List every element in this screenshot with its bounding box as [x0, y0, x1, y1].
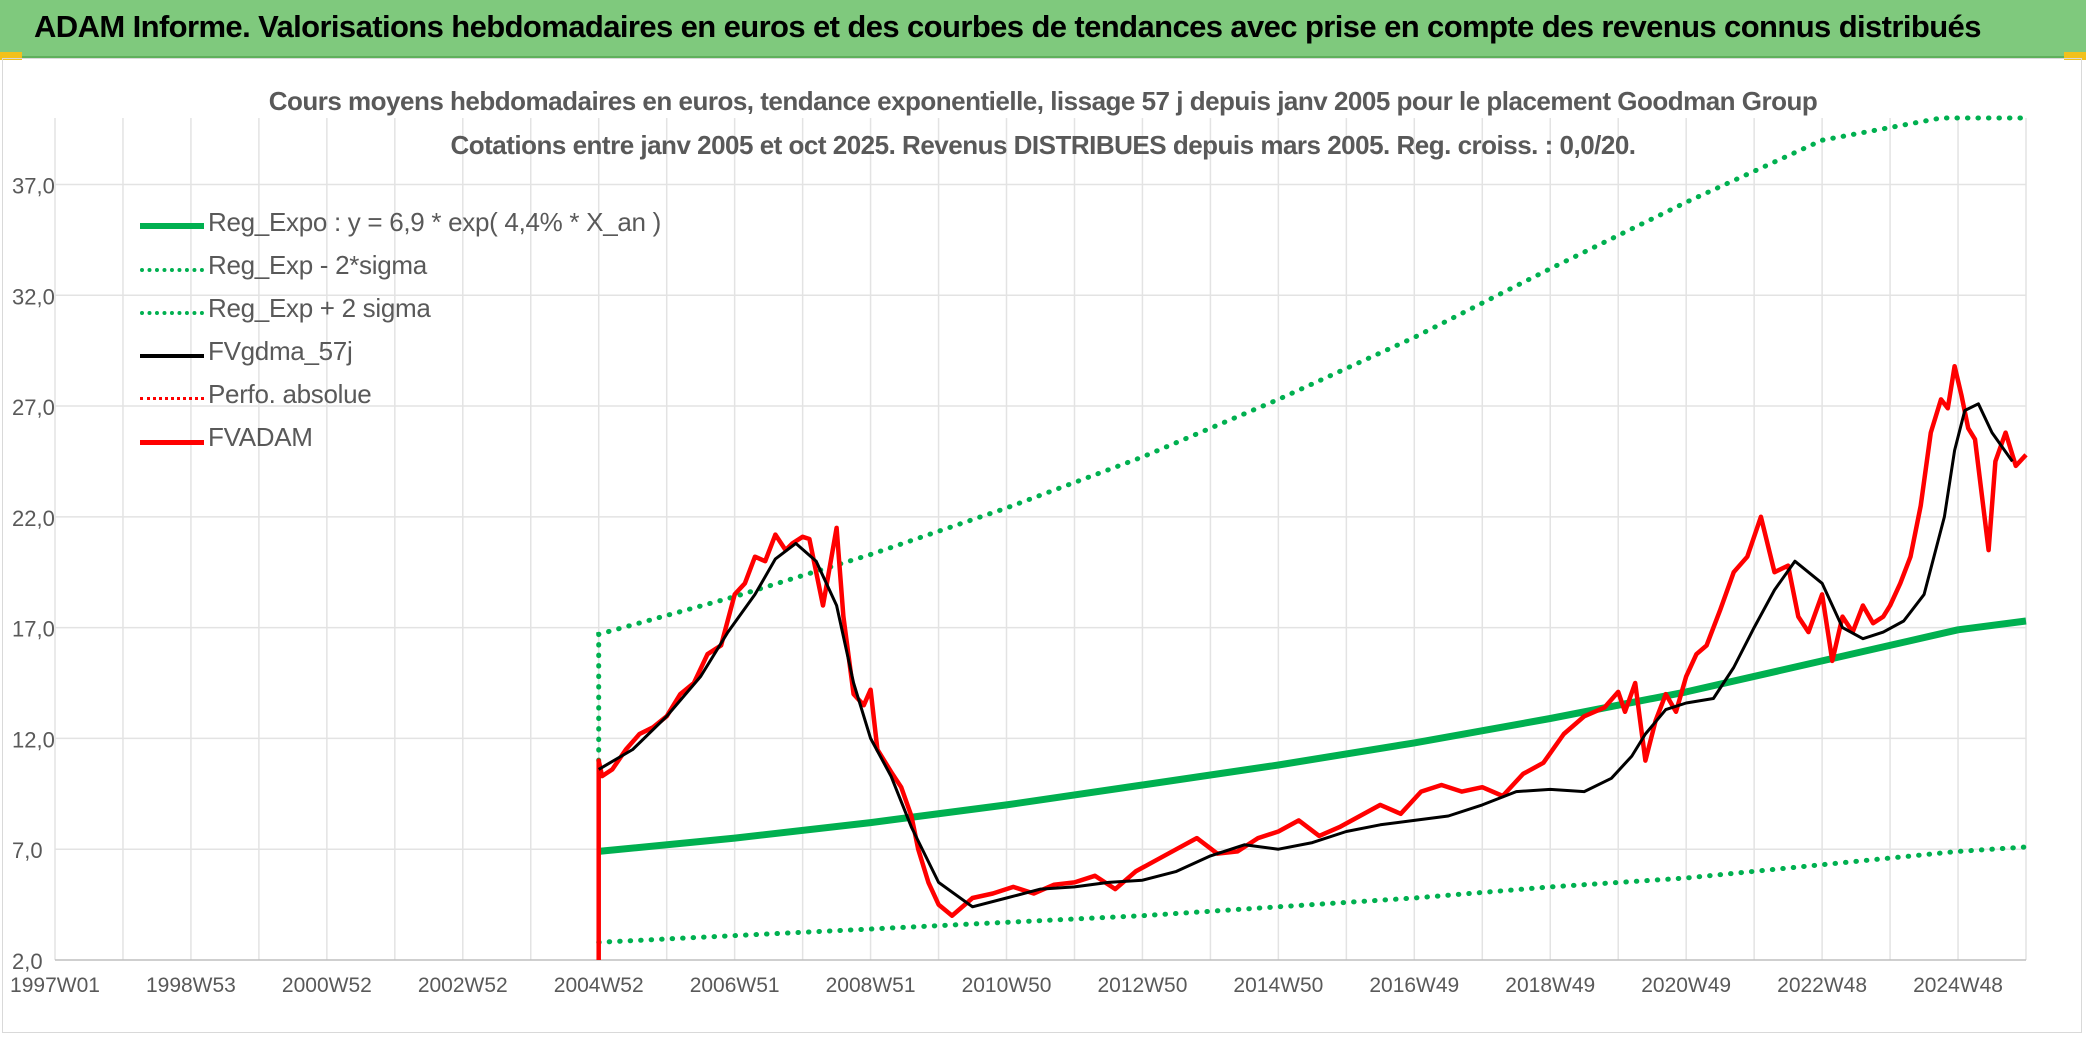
legend-swatch [140, 311, 204, 315]
legend-label: Perfo. absolue [208, 379, 372, 409]
y-tick-label: 22,0 [12, 506, 55, 531]
x-tick-label: 1997W01 [10, 974, 100, 997]
x-tick-label: 2002W52 [418, 974, 508, 997]
x-tick-label: 1998W53 [146, 974, 236, 997]
x-tick-label: 2008W51 [826, 974, 916, 997]
y-tick-label: 32,0 [12, 284, 55, 309]
y-tick-label: 2,0 [12, 949, 43, 974]
x-tick-label: 2000W52 [282, 974, 372, 997]
x-tick-label: 2014W50 [1233, 974, 1323, 997]
y-tick-label: 17,0 [12, 617, 55, 642]
x-tick-label: 2022W48 [1777, 974, 1867, 997]
x-tick-label: 2024W48 [1913, 974, 2003, 997]
corner-accent-right [2064, 52, 2086, 60]
legend-label: Reg_Exp - 2*sigma [208, 250, 427, 280]
y-tick-label: 12,0 [12, 727, 55, 752]
legend-label: FVgdma_57j [208, 336, 353, 366]
legend-label: Reg_Expo : y = 6,9 * exp( 4,4% * X_an ) [208, 207, 661, 237]
series-line-2 [596, 115, 2029, 764]
x-tick-label: 2012W50 [1097, 974, 1187, 997]
chart-title: Cours moyens hebdomadaires en euros, ten… [268, 86, 1818, 116]
report-title: ADAM Informe. Valorisations hebdomadaire… [34, 9, 1981, 44]
legend-swatch [140, 223, 204, 229]
y-tick-label: 7,0 [12, 838, 43, 863]
x-tick-label: 2010W50 [962, 974, 1052, 997]
y-tick-label: 37,0 [12, 173, 55, 198]
legend-swatch [140, 397, 204, 400]
report-banner: ADAM Informe. Valorisations hebdomadaire… [0, 0, 2086, 58]
x-tick-label: 2016W49 [1369, 974, 1459, 997]
series-line-5 [596, 363, 2028, 960]
corner-accent-left [0, 52, 22, 60]
chart-subtitle: Cotations entre janv 2005 et oct 2025. R… [450, 130, 1636, 160]
series-line-0 [598, 617, 2027, 855]
x-tick-label: 2020W49 [1641, 974, 1731, 997]
legend-label: FVADAM [208, 422, 313, 452]
legend-swatch [140, 268, 204, 272]
legend-label: Reg_Exp + 2 sigma [208, 293, 431, 323]
x-tick-label: 2004W52 [554, 974, 644, 997]
y-tick-label: 27,0 [12, 395, 55, 420]
x-tick-label: 2006W51 [690, 974, 780, 997]
x-tick-label: 2018W49 [1505, 974, 1595, 997]
series-line-1 [596, 844, 2029, 945]
chart-frame [2, 58, 2082, 1033]
legend-swatch [140, 440, 204, 445]
legend-swatch [140, 354, 204, 358]
series-line-3 [597, 402, 2014, 909]
